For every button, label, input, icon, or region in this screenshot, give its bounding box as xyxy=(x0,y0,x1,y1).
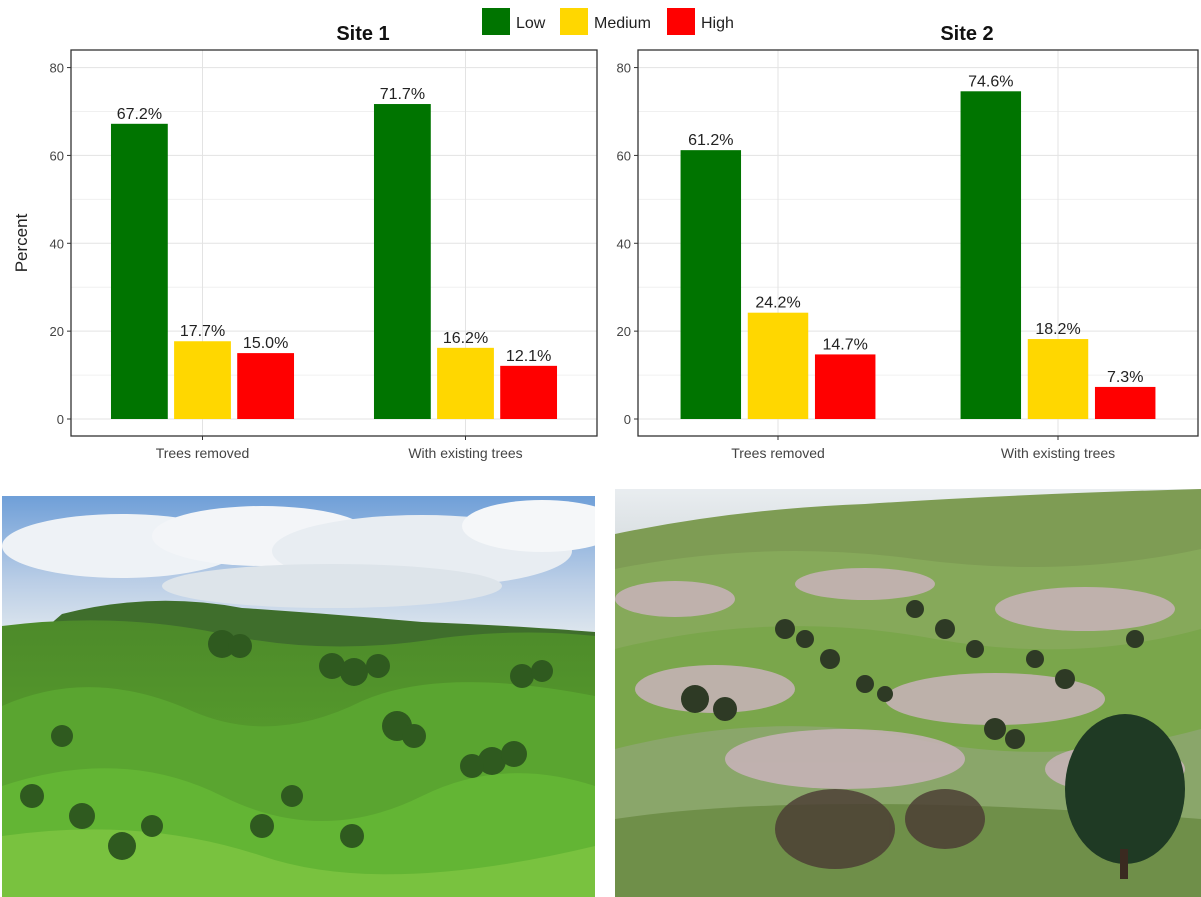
y-tick-label: 60 xyxy=(50,148,64,163)
y-tick-label: 20 xyxy=(617,324,631,339)
legend-key-high xyxy=(667,8,695,35)
y-tick-label: 80 xyxy=(617,61,631,76)
bar-low-trees-removed xyxy=(110,123,168,420)
y-axis-title: Percent xyxy=(12,213,31,272)
data-label: 24.2% xyxy=(755,295,800,312)
data-label: 7.3% xyxy=(1107,369,1143,386)
chart-site-2: Site 2 61.2% 74.6% 24.2% 18.2% 14.7% 7.3% 0 20 40… xyxy=(617,23,1199,461)
bar-low-with-existing-trees xyxy=(373,104,431,420)
data-label: 12.1% xyxy=(506,348,551,365)
x-tick-label: Trees removed xyxy=(731,445,825,461)
x-tick-label: With existing trees xyxy=(1001,445,1115,461)
bar-high-with-existing-trees xyxy=(1094,386,1156,419)
y-tick-label: 80 xyxy=(50,61,64,76)
bar-low-trees-removed xyxy=(680,150,742,419)
data-label: 16.2% xyxy=(443,330,488,347)
legend-key-low xyxy=(482,8,510,35)
bar-medium-with-existing-trees xyxy=(437,347,494,419)
landscape-photo-site-2 xyxy=(615,489,1201,897)
chart-title: Site 2 xyxy=(940,23,993,45)
charts-canvas: Low Medium High Site 1 67.2% 71.7% 17.7% 16.2%… xyxy=(12,8,1199,461)
bar-medium-with-existing-trees xyxy=(1027,339,1089,419)
y-tick-label: 40 xyxy=(617,236,631,251)
bar-low-with-existing-trees xyxy=(960,91,1022,420)
y-tick-label: 40 xyxy=(50,236,64,251)
y-tick-label: 20 xyxy=(50,324,64,339)
landscape-photo-site-1 xyxy=(2,496,595,897)
y-tick-label: 0 xyxy=(57,412,64,427)
y-tick-label: 60 xyxy=(617,148,631,163)
legend-label-medium: Medium xyxy=(594,15,651,32)
x-tick-label: Trees removed xyxy=(156,445,250,461)
legend-label-low: Low xyxy=(516,15,546,32)
bar-high-with-existing-trees xyxy=(500,365,558,419)
data-label: 71.7% xyxy=(380,86,425,103)
data-label: 74.6% xyxy=(968,73,1013,90)
legend: Low Medium High xyxy=(482,8,734,35)
chart-title: Site 1 xyxy=(336,23,389,45)
y-tick-label: 0 xyxy=(624,412,631,427)
data-label: 15.0% xyxy=(243,335,288,352)
legend-label-high: High xyxy=(701,15,734,32)
x-tick-label: With existing trees xyxy=(408,445,522,461)
data-label: 18.2% xyxy=(1035,321,1080,338)
legend-key-medium xyxy=(560,8,588,35)
data-label: 67.2% xyxy=(117,106,162,123)
data-label: 17.7% xyxy=(180,323,225,340)
data-label: 14.7% xyxy=(823,336,868,353)
bar-high-trees-removed xyxy=(814,354,876,419)
data-label: 61.2% xyxy=(688,132,733,149)
bar-high-trees-removed xyxy=(237,353,295,419)
chart-site-1: Site 1 67.2% 71.7% 17.7% 16.2% 15.0% 12.1% 0 20 4… xyxy=(12,23,598,461)
bar-medium-trees-removed xyxy=(747,312,809,419)
bar-medium-trees-removed xyxy=(174,341,231,419)
